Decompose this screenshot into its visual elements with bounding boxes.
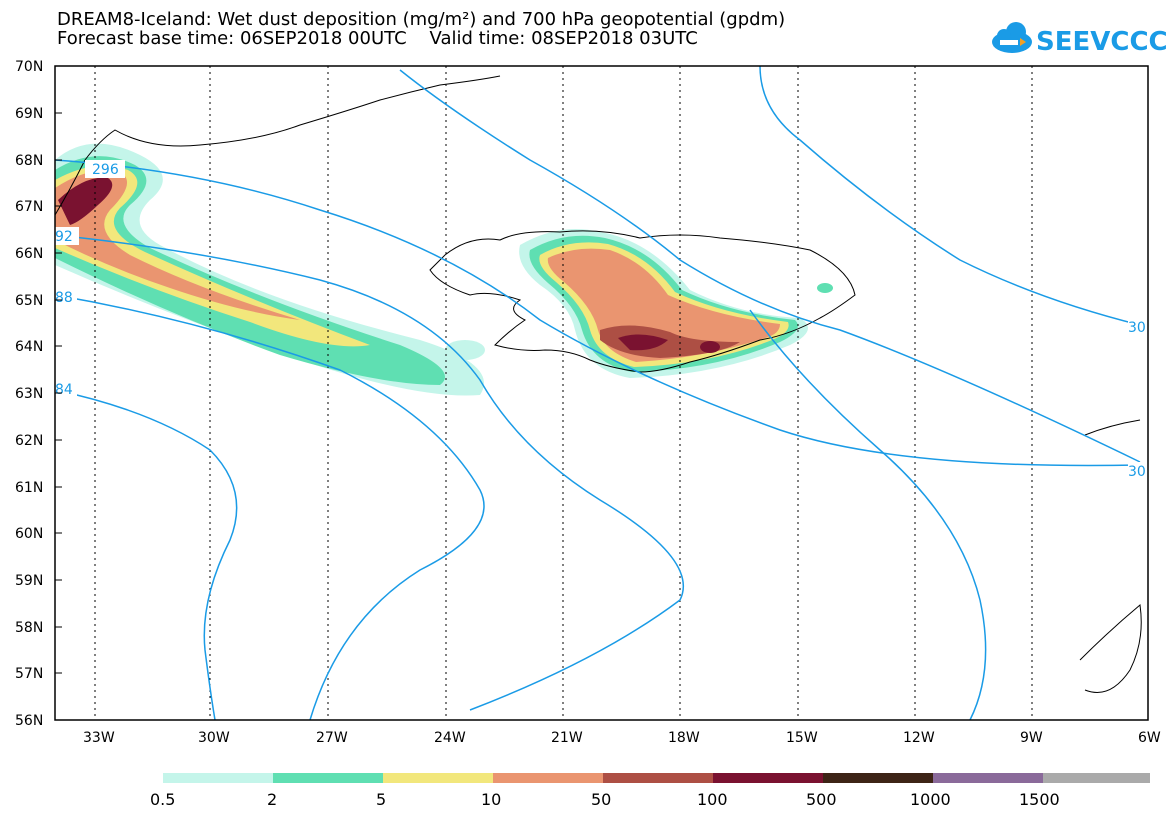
lon-label: 27W (316, 730, 348, 746)
lat-label: 59N (15, 573, 43, 589)
legend-swatch (273, 773, 383, 783)
seevccc-logo: SEEVCCC (992, 22, 1168, 57)
plot-area (55, 66, 1148, 720)
lat-label: 62N (15, 433, 43, 449)
legend-swatch (163, 773, 273, 783)
map-title-line-2: Forecast base time: 06SEP2018 00UTC Vali… (57, 28, 698, 49)
lat-label: 57N (15, 666, 43, 682)
lon-label: 9W (1020, 730, 1043, 746)
geopotential-contours (54, 65, 1141, 721)
coastlines (54, 75, 1142, 693)
lat-label: 60N (15, 526, 43, 542)
longitude-labels: 33W 30W 27W 24W 21W 18W 15W 12W 9W 6W (83, 730, 1161, 746)
legend-label: 100 (697, 790, 728, 809)
lon-label: 18W (668, 730, 700, 746)
legend-swatch (603, 773, 713, 783)
lat-label: 68N (15, 153, 43, 169)
latitude-labels: 70N 69N 68N 67N 66N 65N 64N 63N 62N 61N … (15, 59, 43, 729)
contour-label-88: 88 (55, 290, 73, 306)
legend-swatch (493, 773, 603, 783)
legend-label: 2 (267, 790, 277, 809)
color-legend: 0.5 2 5 10 50 100 500 1000 1500 (150, 773, 1150, 809)
legend-swatch (383, 773, 493, 783)
legend-label: 5 (376, 790, 386, 809)
lat-label: 70N (15, 59, 43, 75)
lat-label: 65N (15, 293, 43, 309)
lat-label: 61N (15, 480, 43, 496)
legend-swatch (713, 773, 823, 783)
lon-label: 30W (198, 730, 230, 746)
contour-label-92: 92 (55, 229, 73, 245)
lat-label: 64N (15, 339, 43, 355)
lat-label: 66N (15, 246, 43, 262)
legend-label: 10 (481, 790, 501, 809)
lon-label: 6W (1138, 730, 1161, 746)
legend-swatch (933, 773, 1043, 783)
legend-label: 500 (806, 790, 837, 809)
contour-label-30-upper: 30 (1128, 320, 1146, 336)
map-title-line-1: DREAM8-Iceland: Wet dust deposition (mg/… (57, 9, 786, 30)
contour-label-30-lower: 30 (1128, 464, 1146, 480)
legend-label: 1000 (910, 790, 951, 809)
lat-label: 58N (15, 620, 43, 636)
axis-ticks (55, 65, 62, 721)
lat-label: 67N (15, 199, 43, 215)
legend-swatch (1043, 773, 1150, 783)
contour-label-296: 296 (92, 162, 119, 178)
dust-deposition-field (55, 143, 833, 396)
lat-label: 63N (15, 386, 43, 402)
cloud-icon (992, 22, 1032, 53)
lon-label: 12W (903, 730, 935, 746)
legend-swatch (823, 773, 933, 783)
logo-text: SEEVCCC (1036, 27, 1168, 57)
legend-label: 50 (591, 790, 611, 809)
lon-label: 24W (434, 730, 466, 746)
legend-label: 0.5 (150, 790, 175, 809)
legend-label: 1500 (1019, 790, 1060, 809)
lat-label: 56N (15, 713, 43, 729)
lon-label: 21W (551, 730, 583, 746)
lat-label: 69N (15, 106, 43, 122)
lon-label: 15W (786, 730, 818, 746)
contour-label-84: 84 (55, 382, 73, 398)
lon-label: 33W (83, 730, 115, 746)
